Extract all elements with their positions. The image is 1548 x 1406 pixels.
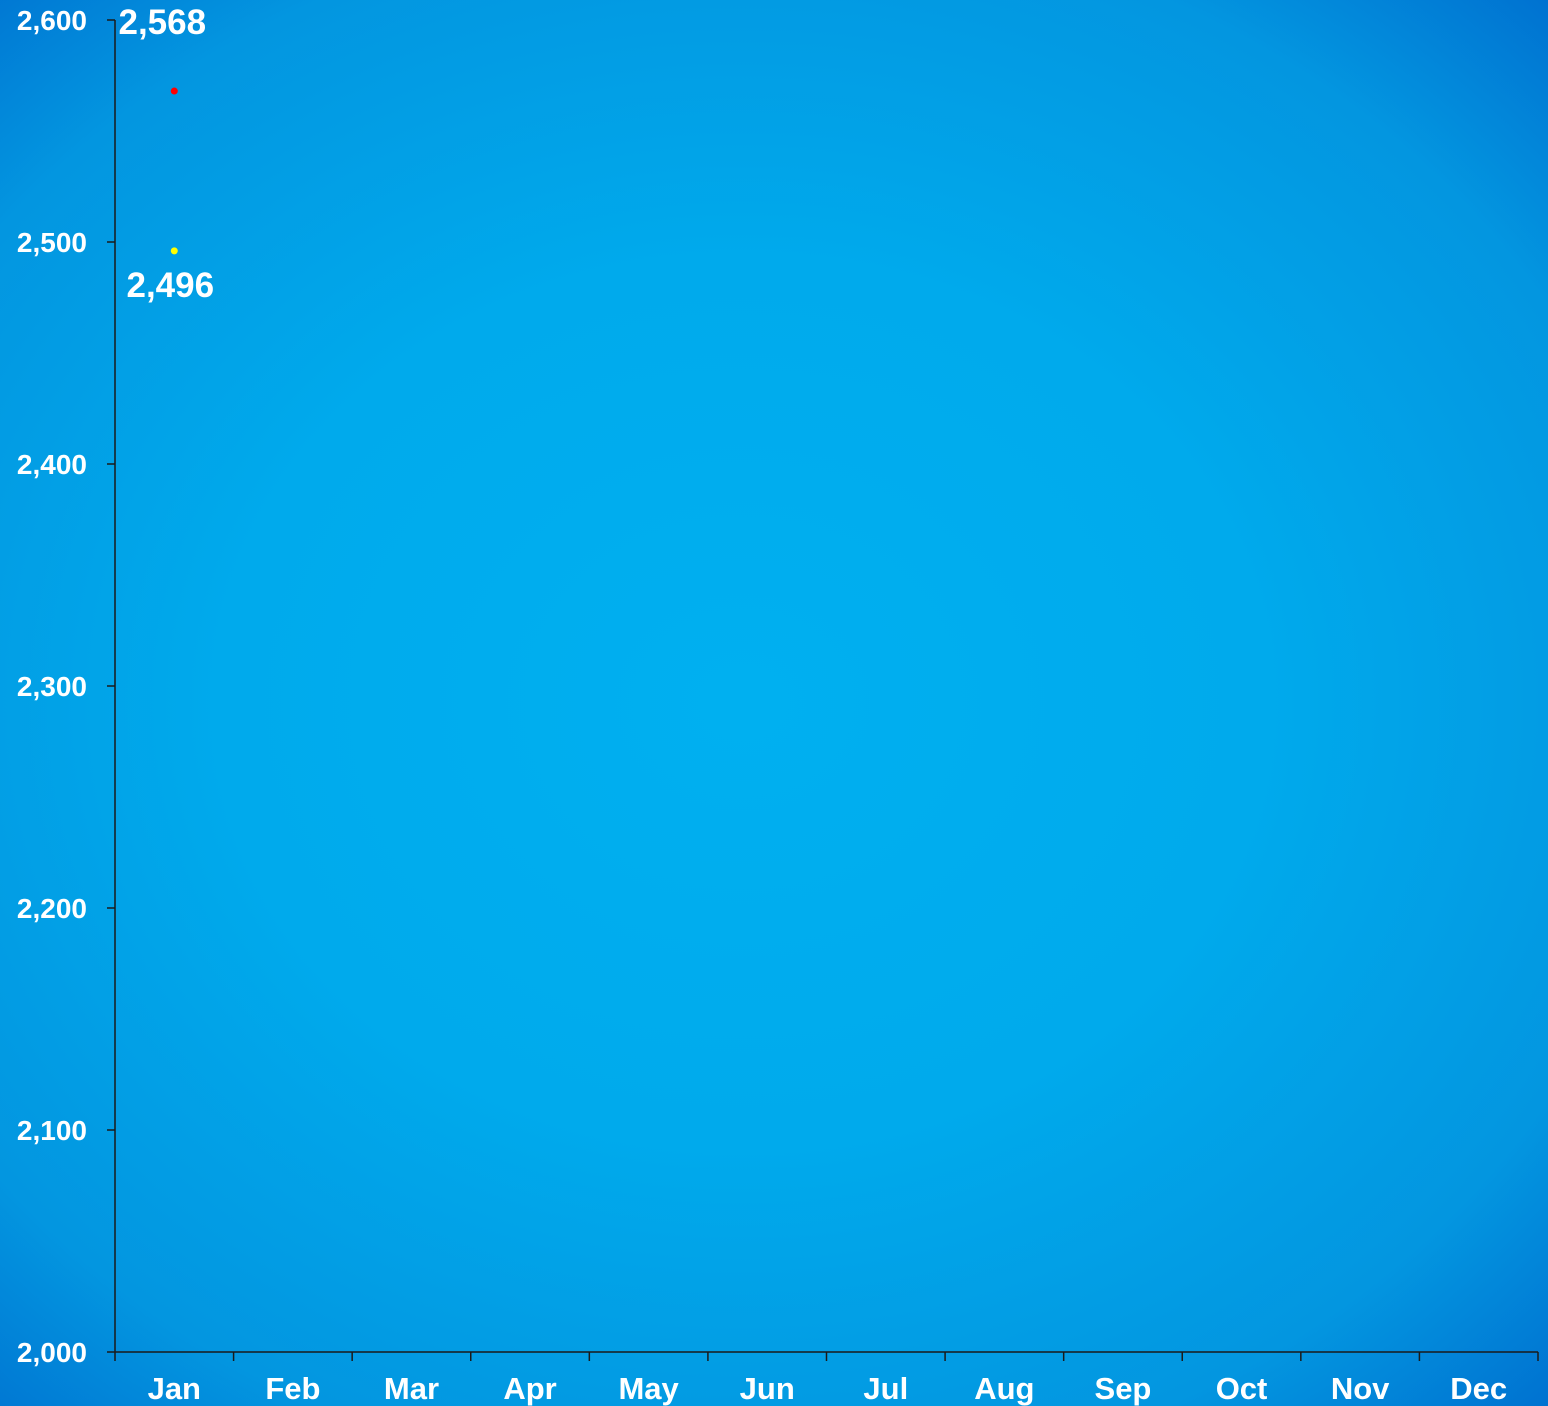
x-tick-label: Aug	[974, 1371, 1034, 1406]
x-tick-label: Oct	[1216, 1371, 1268, 1406]
data-point	[170, 247, 178, 255]
data-points: 2,568 2,496	[118, 3, 214, 305]
x-tick-label: Dec	[1450, 1371, 1507, 1406]
x-tick-label: Mar	[384, 1371, 439, 1406]
x-tick-label: May	[618, 1371, 679, 1406]
x-axis-ticks: Jan Feb Mar Apr May Jun Jul Aug Sep Oct Nov Dec	[114, 1352, 1539, 1406]
y-tick-label: 2,300	[17, 671, 87, 702]
data-point	[170, 87, 178, 95]
y-tick-label: 2,000	[17, 1337, 87, 1368]
y-tick-label: 2,400	[17, 449, 87, 480]
y-tick-label: 2,600	[17, 5, 87, 36]
x-tick-label: Feb	[265, 1371, 320, 1406]
axes	[114, 20, 1538, 1353]
y-axis-ticks: 2,000 2,100 2,200 2,300 2,400 2,500 2,600	[17, 5, 115, 1368]
y-tick-label: 2,100	[17, 1115, 87, 1146]
x-tick-label: Apr	[503, 1371, 556, 1406]
data-label: 2,496	[126, 266, 214, 305]
x-tick-label: Jan	[148, 1371, 201, 1406]
y-tick-label: 2,200	[17, 893, 87, 924]
x-tick-label: Nov	[1331, 1371, 1390, 1406]
x-tick-label: Sep	[1095, 1371, 1152, 1406]
y-tick-label: 2,500	[17, 227, 87, 258]
x-tick-label: Jul	[863, 1371, 908, 1406]
data-label: 2,568	[118, 3, 206, 42]
x-tick-label: Jun	[740, 1371, 795, 1406]
